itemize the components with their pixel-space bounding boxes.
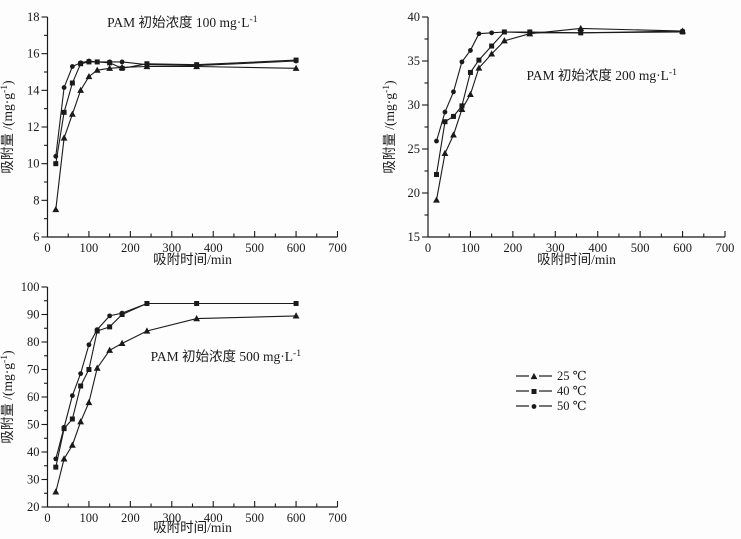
y-tick-label: 30 xyxy=(27,473,40,487)
x-tick-label: 200 xyxy=(121,511,140,525)
chart-svg: 6 8 10 12 14 16 18 0 100 200 300 400 500 600 700 PAM 初始… xyxy=(0,10,347,267)
y-tick-label: 25 xyxy=(408,142,421,156)
y-tick-label: 10 xyxy=(27,157,40,171)
y-tick-label: 60 xyxy=(27,390,40,404)
square-marker-icon xyxy=(516,388,552,394)
chart-pam-200: 15 20 25 30 35 40 0 100 200 300 400 500 600 700 PAM 初始… xyxy=(370,0,741,275)
y-axis-title: 吸附量 /(mg·g-1) xyxy=(0,350,15,443)
y-tick-label: 15 xyxy=(408,230,421,244)
y-tick-label: 100 xyxy=(21,280,40,294)
triangle-marker-icon xyxy=(516,372,552,379)
y-axis-title: 吸附量 /(mg·g-1) xyxy=(0,80,15,173)
x-tick-label: 400 xyxy=(588,241,607,255)
x-tick-label: 400 xyxy=(204,511,223,525)
x-tick-label: 0 xyxy=(44,511,50,525)
y-tick-label: 8 xyxy=(33,193,39,207)
y-tick-label: 80 xyxy=(27,335,40,349)
y-axis-title: 吸附量 /(mg·g-1) xyxy=(381,80,397,173)
chart-pam-500: 20 30 40 50 60 70 80 90 100 0 100 200 300 400 500 600 70… xyxy=(0,270,370,539)
x-tick-label: 100 xyxy=(461,241,480,255)
x-tick-label: 600 xyxy=(287,241,306,255)
x-tick-label: 0 xyxy=(425,241,431,255)
x-tick-label: 300 xyxy=(546,241,565,255)
series-line-circle xyxy=(55,302,297,460)
series-line-square xyxy=(435,31,683,175)
series-line-square xyxy=(55,59,297,164)
x-tick-label: 700 xyxy=(328,511,347,525)
x-axis-title: 吸附时间/min xyxy=(153,520,232,535)
y-tick-label: 20 xyxy=(27,500,40,514)
x-tick-label: 0 xyxy=(44,241,50,255)
series-line-square xyxy=(55,302,297,468)
chart-title: PAM 初始浓度 100 mg·L-1 xyxy=(107,14,258,30)
y-tick-label: 14 xyxy=(27,83,40,97)
legend-label: 25 ℃ xyxy=(557,368,587,383)
y-tick-label: 90 xyxy=(27,308,40,322)
y-tick-label: 50 xyxy=(27,418,40,432)
x-tick-label: 700 xyxy=(716,241,735,255)
chart-title: PAM 初始浓度 200 mg·L-1 xyxy=(527,67,678,83)
x-tick-label: 200 xyxy=(121,241,140,255)
series-line-circle xyxy=(55,60,297,157)
y-tick-label: 20 xyxy=(408,186,421,200)
y-tick-label: 40 xyxy=(27,445,40,459)
chart-title: PAM 初始浓度 500 mg·L-1 xyxy=(151,348,302,364)
series-line-triangle xyxy=(55,65,297,210)
legend-item-25℃: 25 ℃ xyxy=(516,368,587,383)
x-tick-label: 300 xyxy=(162,511,181,525)
y-tick-label: 30 xyxy=(408,98,421,112)
x-tick-label: 500 xyxy=(631,241,650,255)
chart-svg: 20 30 40 50 60 70 80 90 100 0 100 200 300 400 500 600 70… xyxy=(0,280,347,535)
series-line-triangle xyxy=(435,27,683,201)
x-tick-label: 600 xyxy=(673,241,692,255)
series-line-triangle xyxy=(55,315,297,493)
x-tick-label: 500 xyxy=(245,511,264,525)
y-tick-label: 35 xyxy=(408,54,421,68)
x-tick-label: 400 xyxy=(204,241,223,255)
y-tick-label: 16 xyxy=(27,47,40,61)
x-axis-title: 吸附时间/min xyxy=(537,252,616,267)
y-tick-label: 70 xyxy=(27,363,40,377)
circle-marker-icon xyxy=(516,403,552,409)
x-tick-label: 100 xyxy=(80,511,99,525)
chart-pam-100: 6 8 10 12 14 16 18 0 100 200 300 400 500 600 700 PAM 初始… xyxy=(0,0,370,275)
legend-label: 40 ℃ xyxy=(557,383,587,398)
legend-item-40℃: 40 ℃ xyxy=(516,383,587,398)
legend: 25 ℃ 40 ℃ 50 ℃ xyxy=(516,368,587,413)
legend-item-50℃: 50 ℃ xyxy=(516,398,587,413)
x-axis-title: 吸附时间/min xyxy=(153,252,232,267)
legend-label: 50 ℃ xyxy=(557,398,587,413)
y-tick-label: 40 xyxy=(408,10,421,24)
y-tick-label: 12 xyxy=(27,120,40,134)
x-tick-label: 700 xyxy=(328,241,347,255)
x-tick-label: 300 xyxy=(162,241,181,255)
x-tick-label: 100 xyxy=(80,241,99,255)
x-tick-label: 600 xyxy=(287,511,306,525)
y-tick-label: 18 xyxy=(27,10,40,24)
x-tick-label: 500 xyxy=(245,241,264,255)
x-tick-label: 200 xyxy=(503,241,522,255)
y-tick-label: 6 xyxy=(33,230,39,244)
